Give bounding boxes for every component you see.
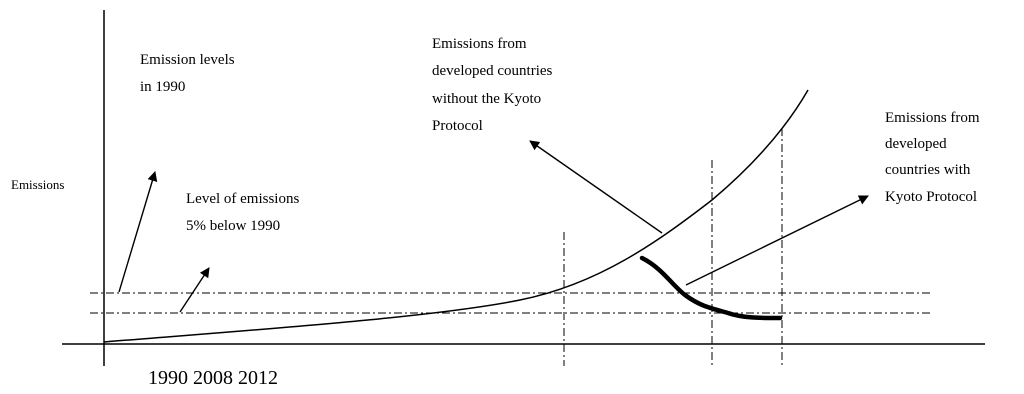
emissions-with-kyoto-curve — [639, 255, 783, 321]
years-label: 1990 2008 2012 — [148, 367, 278, 389]
annotation-levels-1990: Emission levels in 1990 — [140, 52, 238, 95]
arrow-5pct-below — [179, 267, 210, 313]
arrow-without-kyoto — [529, 140, 663, 234]
arrow-with-kyoto — [685, 195, 869, 286]
annotation-without-kyoto: Emissions from developed countries witho… — [432, 36, 556, 134]
annotation-5pct-below: Level of emissions 5% below 1990 — [186, 191, 303, 234]
emissions-without-kyoto-curve — [103, 89, 809, 343]
annotation-with-kyoto: Emissions from developed countries with … — [885, 110, 983, 205]
y-axis-label: Emissions — [11, 177, 64, 192]
arrow-levels-1990 — [118, 171, 158, 293]
